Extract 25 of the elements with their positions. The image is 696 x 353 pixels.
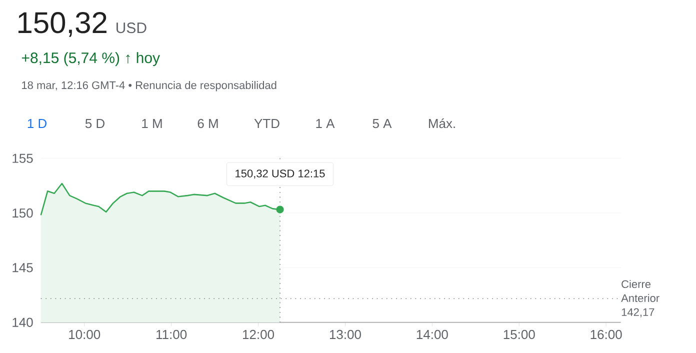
text: 1 M: [142, 119, 162, 128]
text: 6 M: [198, 118, 218, 128]
chart-title: 150,32: [18, 12, 106, 37]
chart-subtitle: USD: [116, 22, 146, 34]
y-tick-label: 150: [12, 208, 33, 218]
ref-line-label: Cierre Anterior 142,17: [621, 280, 660, 318]
text: +8,15 (5,74 %) ↑ hoy: [22, 52, 160, 66]
x-tick-label: 15:00: [504, 330, 535, 340]
annotation: 150,32 USD 12:15: [236, 170, 325, 179]
x-tick-label: 13:00: [330, 330, 361, 340]
x-tick-label: 11:00: [156, 330, 187, 340]
text: YTD: [254, 119, 280, 128]
y-tick-label: 140: [12, 318, 33, 327]
y-tick-label: 155: [12, 154, 33, 163]
x-tick-label: 16:00: [590, 330, 622, 340]
text: 1 D: [28, 119, 46, 128]
y-tick-label: 145: [12, 263, 33, 272]
text: 5 A: [372, 119, 392, 128]
x-tick-label: 12:00: [242, 330, 274, 340]
text: 5 D: [85, 119, 104, 128]
text: 1 A: [316, 119, 335, 128]
text: 18 mar, 12:16 GMT-4 • Renuncia de responsabilidad: [22, 81, 276, 92]
x-tick-label: 14:00: [416, 330, 448, 340]
x-tick-label: 10:00: [69, 330, 100, 340]
text: Máx.: [428, 118, 455, 128]
